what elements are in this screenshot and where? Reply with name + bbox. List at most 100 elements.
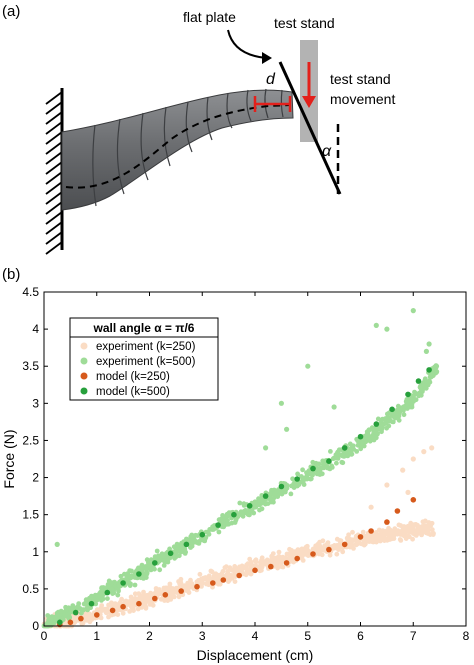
experiment-point <box>336 447 342 453</box>
experiment-point <box>132 599 138 604</box>
model-point <box>410 497 417 503</box>
experiment-point <box>88 605 93 611</box>
movement-arrow <box>302 62 316 108</box>
experiment-point <box>161 585 167 591</box>
experiment-point <box>193 532 199 538</box>
experiment-point <box>319 552 325 558</box>
experiment-outlier-point <box>284 426 290 432</box>
x-tick-label: 7 <box>410 629 417 643</box>
experiment-point <box>222 565 228 570</box>
experiment-point <box>139 605 145 610</box>
model-point <box>78 615 84 622</box>
experiment-point <box>198 537 204 543</box>
experiment-point <box>420 519 426 525</box>
experiment-outlier-point <box>410 308 416 314</box>
experiment-point <box>76 601 82 606</box>
legend-entry: model (k=500) <box>96 386 170 398</box>
legend-entry: experiment (k=250) <box>96 341 196 353</box>
experiment-point <box>137 595 142 601</box>
experiment-point <box>260 499 266 505</box>
experiment-point <box>396 413 402 419</box>
experiment-point <box>343 449 349 455</box>
experiment-outlier-point <box>429 445 435 451</box>
experiment-point <box>362 541 368 547</box>
experiment-point <box>395 403 401 409</box>
model-point <box>167 550 174 557</box>
experiment-point <box>211 527 216 532</box>
experiment-point <box>225 569 231 574</box>
experiment-point <box>314 543 319 549</box>
model-point <box>152 595 158 602</box>
experiment-point <box>173 554 179 560</box>
experiment-point <box>267 491 273 497</box>
experiment-point <box>210 584 215 590</box>
experiment-point <box>299 546 305 552</box>
experiment-point <box>49 619 55 624</box>
experiment-point <box>248 559 254 565</box>
experiment-point <box>418 392 424 398</box>
model-point <box>199 531 206 538</box>
experiment-point <box>252 558 258 564</box>
experiment-point <box>216 572 222 578</box>
experiment-point <box>292 551 298 557</box>
experiment-point <box>383 536 389 542</box>
experiment-point <box>317 548 322 553</box>
experiment-point <box>232 570 238 576</box>
experiment-point <box>314 471 320 477</box>
experiment-point <box>366 427 372 433</box>
experiment-point <box>373 429 378 435</box>
model-point <box>405 391 411 398</box>
experiment-point <box>319 471 325 477</box>
experiment-point <box>154 548 160 554</box>
experiment-point <box>79 610 84 616</box>
experiment-point <box>318 465 324 471</box>
model-point <box>283 560 290 566</box>
alpha-symbol: α <box>322 143 332 160</box>
experiment-point <box>116 583 122 589</box>
experiment-point <box>430 371 435 377</box>
model-point <box>341 445 348 451</box>
experiment-outlier-point <box>423 348 429 354</box>
experiment-point <box>190 583 196 589</box>
experiment-point <box>232 579 238 584</box>
experiment-point <box>49 615 54 621</box>
experiment-point <box>383 418 389 424</box>
experiment-outlier-point <box>305 363 311 369</box>
model-point <box>57 619 63 626</box>
experiment-point <box>184 588 190 594</box>
experiment-point <box>397 537 403 542</box>
experiment-outlier-point <box>426 341 432 347</box>
experiment-outlier-point <box>384 326 390 332</box>
legend-entry: experiment (k=500) <box>96 356 196 368</box>
experiment-point <box>263 559 268 564</box>
soft-robot-arm <box>61 88 294 211</box>
experiment-point <box>423 385 429 391</box>
experiment-point <box>132 582 138 588</box>
experiment-point <box>367 532 372 538</box>
experiment-outlier-point <box>400 467 406 473</box>
experiment-point <box>64 607 70 612</box>
panel-a-illustration: (a) <box>2 3 395 255</box>
experiment-point <box>98 591 104 597</box>
experiment-point <box>259 555 265 561</box>
experiment-point <box>244 568 250 574</box>
experiment-point <box>102 606 108 612</box>
model-point <box>120 580 126 586</box>
experiment-point <box>430 532 436 537</box>
experiment-point <box>206 531 212 537</box>
experiment-point <box>127 583 133 588</box>
experiment-point <box>426 378 432 384</box>
fixed-wall <box>45 88 64 255</box>
experiment-point <box>272 491 278 496</box>
experiment-point <box>405 401 410 406</box>
experiment-point <box>128 594 134 600</box>
legend-marker <box>80 357 88 365</box>
experiment-point <box>425 531 431 536</box>
experiment-point <box>412 391 418 396</box>
x-tick-label: 0 <box>41 629 48 643</box>
experiment-point <box>411 529 416 535</box>
experiment-point <box>188 577 193 583</box>
experiment-point <box>325 540 331 545</box>
experiment-point <box>144 557 150 563</box>
experiment-point <box>257 507 262 513</box>
